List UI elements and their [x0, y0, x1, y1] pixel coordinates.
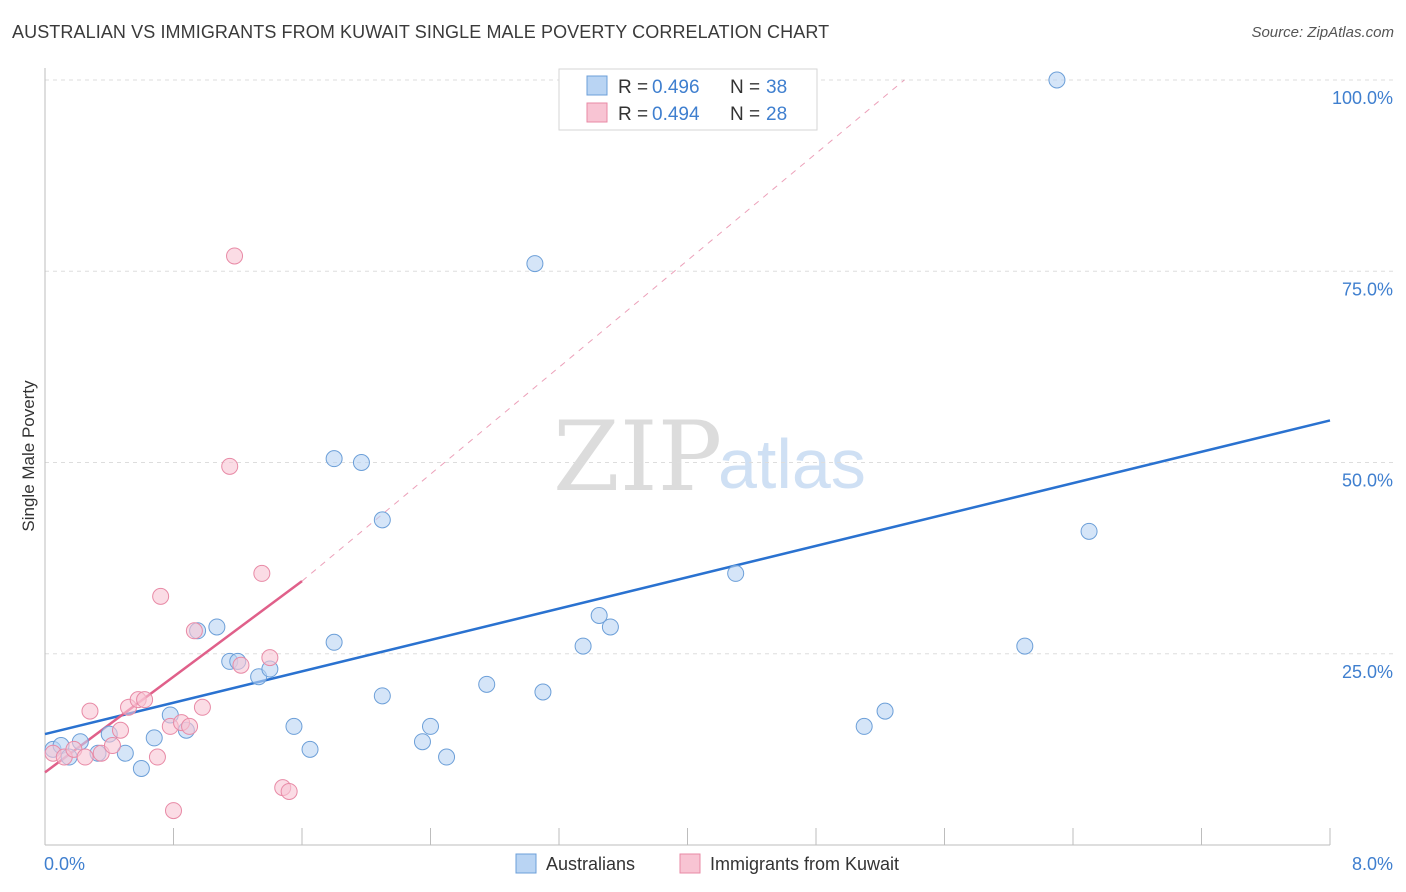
point-australians [534, 683, 552, 701]
point-australians [373, 511, 391, 529]
point-kuwait [253, 564, 271, 582]
point-australians [438, 748, 456, 766]
source-label: Source: ZipAtlas.com [1251, 24, 1394, 41]
legend-r-value-2: 0.494 [652, 104, 700, 125]
point-kuwait [148, 748, 166, 766]
legend-swatch-australians [586, 75, 608, 96]
chart-title: AUSTRALIAN VS IMMIGRANTS FROM KUWAIT SIN… [12, 22, 830, 42]
point-australians [285, 717, 303, 735]
legend-r-value-1: 0.496 [652, 77, 700, 98]
legend-r-label-1: R = [618, 77, 648, 98]
x-tick-label-max: 8.0% [1352, 854, 1393, 874]
data-points [44, 71, 1098, 820]
bottom-legend-label-australians: Australians [546, 854, 635, 874]
legend-swatch-kuwait [586, 102, 608, 123]
point-australians [526, 255, 544, 273]
legend-n-value-1: 38 [766, 77, 787, 98]
y-axis-label: Single Male Poverty [19, 380, 38, 532]
point-australians [413, 733, 431, 751]
point-australians [1048, 71, 1066, 89]
point-kuwait [280, 782, 298, 800]
point-australians [601, 618, 619, 636]
series-legend: Australians Immigrants from Kuwait [515, 853, 899, 874]
point-kuwait [185, 622, 203, 640]
legend-n-label-1: N = [730, 77, 760, 98]
point-australians [422, 717, 439, 735]
point-kuwait [232, 656, 250, 674]
watermark: ZIP atlas [553, 401, 866, 513]
point-kuwait [111, 721, 129, 739]
y-tick-label: 75.0% [1342, 279, 1393, 299]
point-kuwait [181, 717, 199, 735]
point-kuwait [261, 649, 279, 667]
gridlines [45, 79, 1393, 655]
point-kuwait [226, 247, 244, 265]
point-australians [1016, 637, 1034, 655]
y-tick-label: 50.0% [1342, 471, 1393, 491]
point-australians [325, 450, 343, 468]
point-kuwait [221, 457, 239, 475]
point-australians [855, 717, 873, 735]
point-kuwait [152, 587, 170, 605]
point-kuwait [76, 748, 94, 766]
watermark-zip: ZIP [553, 401, 722, 513]
point-australians [478, 675, 496, 693]
y-tick-label: 25.0% [1342, 662, 1393, 682]
legend-n-label-2: N = [730, 104, 760, 125]
point-australians [325, 633, 343, 651]
point-kuwait [136, 691, 154, 709]
point-australians [352, 454, 370, 471]
watermark-atlas: atlas [718, 425, 866, 503]
legend-r-label-2: R = [618, 104, 648, 125]
point-kuwait [81, 702, 99, 720]
point-australians [590, 607, 608, 624]
bottom-legend-swatch-kuwait [679, 853, 701, 874]
point-australians [1080, 522, 1098, 540]
point-australians [208, 618, 226, 636]
y-tick-label: 100.0% [1332, 88, 1393, 108]
point-australians [116, 744, 134, 762]
trend-line-kuwait [301, 79, 905, 582]
stats-legend: R = 0.496 N = 38 R = 0.494 N = 28 [558, 68, 818, 131]
point-australians [301, 740, 319, 758]
point-australians [145, 729, 163, 747]
point-australians [574, 637, 592, 655]
y-axis-tick-labels: 25.0% 50.0% 75.0% 100.0% [1332, 88, 1393, 682]
point-australians [373, 687, 391, 705]
point-australians [132, 760, 150, 777]
point-kuwait [165, 802, 182, 820]
legend-n-value-2: 28 [766, 104, 787, 125]
bottom-legend-label-kuwait: Immigrants from Kuwait [710, 854, 899, 874]
point-kuwait [193, 698, 211, 716]
x-axis-ticks [173, 828, 1331, 845]
point-kuwait [103, 737, 121, 755]
point-australians [876, 702, 894, 720]
point-australians [727, 564, 745, 582]
x-tick-label-min: 0.0% [44, 854, 85, 874]
bottom-legend-swatch-australians [515, 853, 537, 874]
